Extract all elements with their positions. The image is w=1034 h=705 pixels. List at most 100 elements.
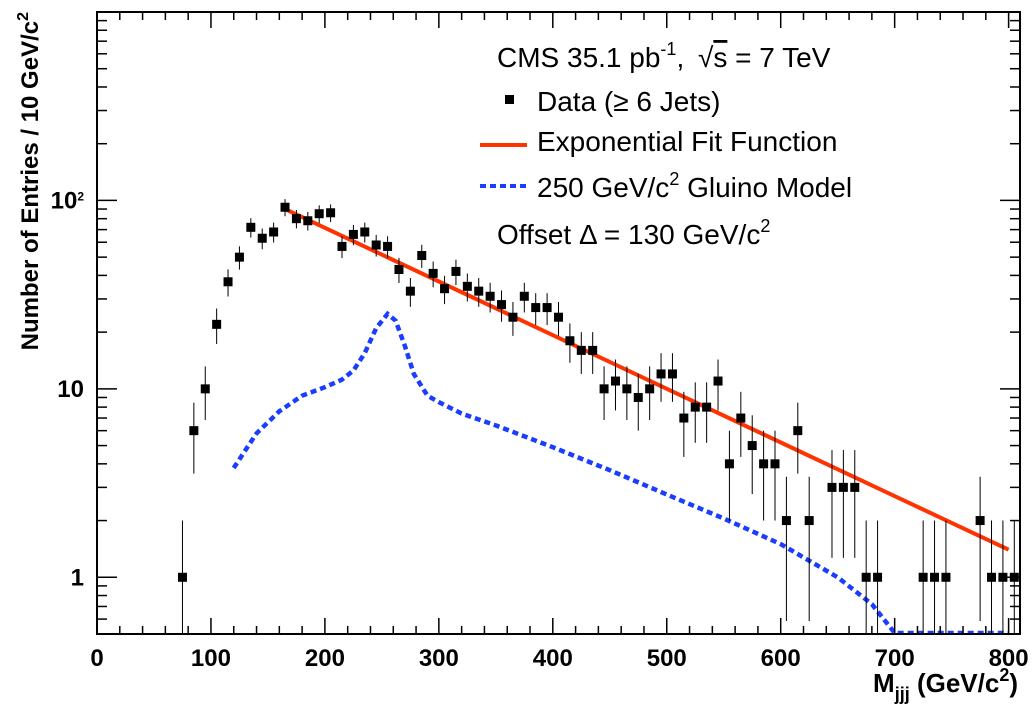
data-point (622, 384, 632, 394)
legend-data-label: Data (≥ 6 Jets) (537, 86, 720, 117)
data-point (531, 303, 541, 313)
legend-data-marker (505, 95, 514, 104)
x-tick-label: 400 (533, 645, 573, 672)
data-point (223, 277, 233, 287)
axis-ticks (96, 12, 1020, 635)
data-point (576, 345, 586, 355)
y-tick-label-exponent: 2 (77, 189, 84, 203)
data-point (303, 216, 313, 226)
legend-header-mid: , (676, 42, 692, 73)
legend-header-pre: CMS 35.1 pb (497, 42, 660, 73)
data-point (930, 572, 940, 582)
data-points (177, 199, 1019, 634)
data-point (257, 233, 267, 243)
x-tick-label: 600 (761, 645, 801, 672)
x-tick-label: 700 (875, 645, 915, 672)
legend-header-sqrt-sign: √ (698, 42, 714, 73)
x-axis-title-main: M (873, 668, 895, 698)
x-tick-label: 0 (90, 645, 103, 672)
data-point (861, 572, 871, 582)
gluino-model-line (231, 310, 1009, 634)
data-point (200, 384, 210, 394)
data-point (781, 516, 791, 526)
data-point (177, 572, 187, 582)
exponential-fit-line (284, 207, 1010, 552)
data-point (462, 281, 472, 291)
x-axis-title-unit-close: ) (1009, 668, 1018, 698)
data-point (987, 572, 997, 582)
data-point (633, 392, 643, 402)
data-point (405, 286, 415, 296)
plot-frame (96, 11, 1021, 635)
y-axis-title-sup: 2 (15, 12, 32, 21)
data-point (645, 384, 655, 394)
data-point (212, 319, 222, 329)
legend-offset-label: Offset Δ = 130 GeV/c2 (497, 216, 770, 250)
data-point (440, 284, 450, 294)
data-point (508, 312, 518, 322)
plot-marks (177, 199, 1019, 634)
legend-fit-label: Exponential Fit Function (537, 126, 837, 157)
data-point (269, 227, 279, 237)
data-point (975, 516, 985, 526)
data-point (724, 459, 734, 469)
data-point (371, 240, 381, 250)
data-point (713, 376, 723, 386)
data-point (234, 252, 244, 262)
y-tick-label-base: 10 (57, 376, 84, 403)
data-point (667, 369, 677, 379)
legend-model-post: Gluino Model (679, 172, 852, 203)
data-point (519, 291, 529, 301)
data-point (918, 572, 928, 582)
data-point (485, 291, 495, 301)
legend-header-post: = 7 TeV (727, 42, 830, 73)
data-point (838, 482, 848, 492)
y-tick-label: 102 (51, 187, 85, 214)
data-point (246, 222, 256, 232)
x-axis-title-unit: (GeV/c (910, 668, 1000, 698)
data-point (702, 402, 712, 412)
data-point (804, 516, 814, 526)
data-point (850, 482, 860, 492)
data-point (793, 426, 803, 436)
data-point (679, 413, 689, 423)
data-point (189, 426, 199, 436)
x-tick-label: 100 (191, 645, 231, 672)
data-point (827, 482, 837, 492)
x-axis-title-unit-sup: 2 (999, 665, 1009, 685)
data-point (337, 241, 347, 251)
data-point (474, 286, 484, 296)
x-tick-label: 300 (419, 645, 459, 672)
data-point (542, 303, 552, 313)
data-point (394, 264, 404, 274)
data-point (417, 251, 427, 261)
y-tick-label: 1 (71, 564, 84, 591)
data-point (326, 208, 336, 218)
legend-header: CMS 35.1 pb-1, √s = 7 TeV (497, 39, 831, 73)
data-point (588, 345, 598, 355)
data-point (736, 413, 746, 423)
data-point (428, 268, 438, 278)
data-point (747, 441, 757, 451)
data-point (690, 402, 700, 412)
data-point (497, 300, 507, 310)
data-point (656, 369, 666, 379)
x-tick-label: 200 (305, 645, 345, 672)
x-tick-label: 800 (989, 645, 1029, 672)
y-axis-title-main: Number of Entries / 10 GeV/c (17, 21, 44, 350)
data-point (451, 266, 461, 276)
data-point (565, 336, 575, 346)
y-tick-label: 10 (57, 376, 84, 403)
legend-offset-pre: Offset Δ = 130 GeV/c (497, 219, 760, 250)
legend: CMS 35.1 pb-1, √s = 7 TeV Data (≥ 6 Jets… (480, 39, 852, 250)
legend-header-sup: -1 (660, 39, 676, 59)
x-axis-title: Mjjj (GeV/c2) (873, 665, 1018, 704)
data-point (348, 229, 358, 239)
data-point (360, 227, 370, 237)
legend-model-sup: 2 (669, 169, 679, 189)
data-point (291, 214, 301, 224)
legend-header-sqrt-arg: s (713, 42, 727, 73)
